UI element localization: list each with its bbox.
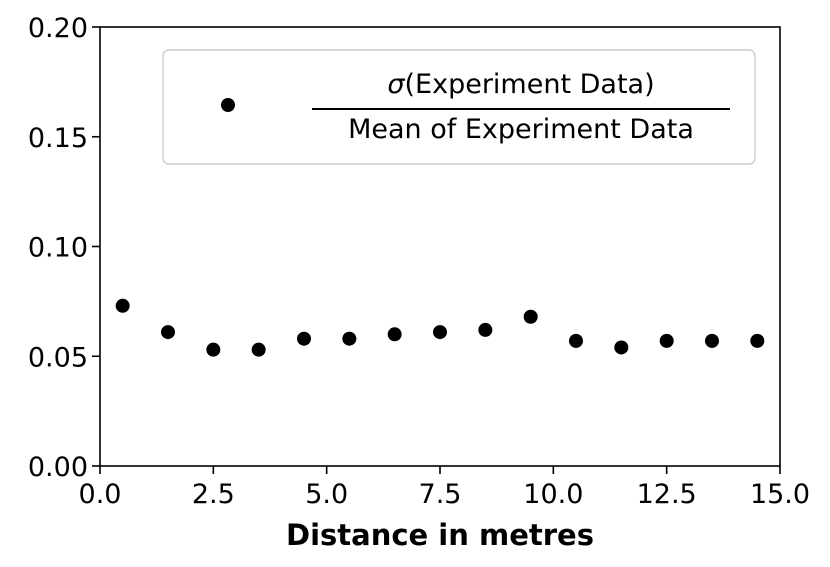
legend-numerator: σ(Experiment Data) xyxy=(387,69,654,100)
legend-numerator-text: (Experiment Data) xyxy=(405,69,655,100)
x-tick-label: 7.5 xyxy=(419,479,462,510)
data-point xyxy=(523,309,538,324)
x-tick-label: 15.0 xyxy=(750,479,810,510)
y-tick-label: 0.10 xyxy=(28,233,88,264)
legend-denominator: Mean of Experiment Data xyxy=(348,114,694,145)
x-tick-label: 0.0 xyxy=(79,479,122,510)
data-point xyxy=(433,325,447,340)
data-point xyxy=(659,333,674,348)
legend-marker xyxy=(221,98,235,112)
data-point xyxy=(387,327,402,342)
data-point xyxy=(115,298,130,313)
data-points xyxy=(115,298,765,357)
plot-frame xyxy=(99,26,781,467)
x-tick-label: 12.5 xyxy=(637,479,697,510)
data-point xyxy=(705,333,719,348)
data-point xyxy=(750,333,765,348)
data-point xyxy=(206,342,221,357)
legend-box xyxy=(162,49,756,165)
data-point xyxy=(478,322,493,337)
data-point xyxy=(161,325,175,340)
y-tick-label: 0.00 xyxy=(28,452,88,483)
x-axis-title: Distance in metres xyxy=(286,518,594,552)
x-tick-label: 2.5 xyxy=(192,479,235,510)
axis-ticks: 0.0 2.5 5.0 7.5 10.0 12.5 15.0 0.00 0.05 0.10 0.15… xyxy=(28,13,810,510)
data-point xyxy=(569,333,583,348)
y-tick-label: 0.05 xyxy=(28,342,88,373)
y-tick-label: 0.15 xyxy=(28,123,88,154)
data-point xyxy=(297,331,311,346)
data-point xyxy=(251,342,266,357)
x-tick-label: 10.0 xyxy=(523,479,583,510)
legend: σ(Experiment Data) Mean of Experiment Da… xyxy=(162,49,756,165)
data-point xyxy=(342,331,357,346)
legend-sigma: σ xyxy=(387,69,405,100)
data-point xyxy=(614,340,629,355)
x-tick-label: 5.0 xyxy=(305,479,348,510)
y-tick-label: 0.20 xyxy=(28,13,88,44)
